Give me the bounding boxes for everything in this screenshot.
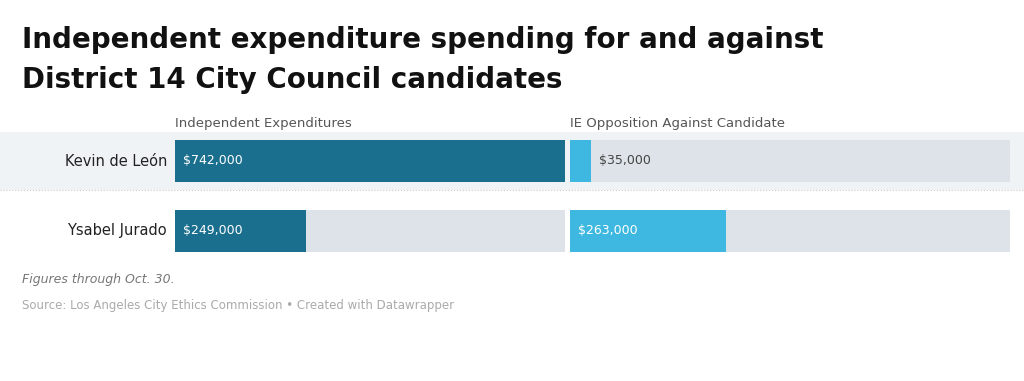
Text: Source: Los Angeles City Ethics Commission • Created with Datawrapper: Source: Los Angeles City Ethics Commissi… <box>22 299 454 312</box>
Text: IE Opposition Against Candidate: IE Opposition Against Candidate <box>570 117 785 130</box>
Bar <box>570 140 591 182</box>
Bar <box>175 140 565 182</box>
Bar <box>175 210 306 252</box>
Text: $263,000: $263,000 <box>578 224 638 237</box>
Bar <box>570 140 1010 182</box>
Bar <box>0 202 1024 260</box>
Text: $35,000: $35,000 <box>599 155 650 168</box>
Text: Figures through Oct. 30.: Figures through Oct. 30. <box>22 273 175 286</box>
Text: Independent expenditure spending for and against: Independent expenditure spending for and… <box>22 26 823 54</box>
Text: $742,000: $742,000 <box>183 155 243 168</box>
Bar <box>175 140 565 182</box>
Bar <box>0 132 1024 190</box>
Bar <box>175 210 565 252</box>
Bar <box>570 210 1010 252</box>
Text: District 14 City Council candidates: District 14 City Council candidates <box>22 66 562 94</box>
Text: Ysabel Jurado: Ysabel Jurado <box>68 224 167 239</box>
Bar <box>570 210 726 252</box>
Text: Independent Expenditures: Independent Expenditures <box>175 117 352 130</box>
Text: $249,000: $249,000 <box>183 224 243 237</box>
Text: Kevin de León: Kevin de León <box>65 154 167 168</box>
